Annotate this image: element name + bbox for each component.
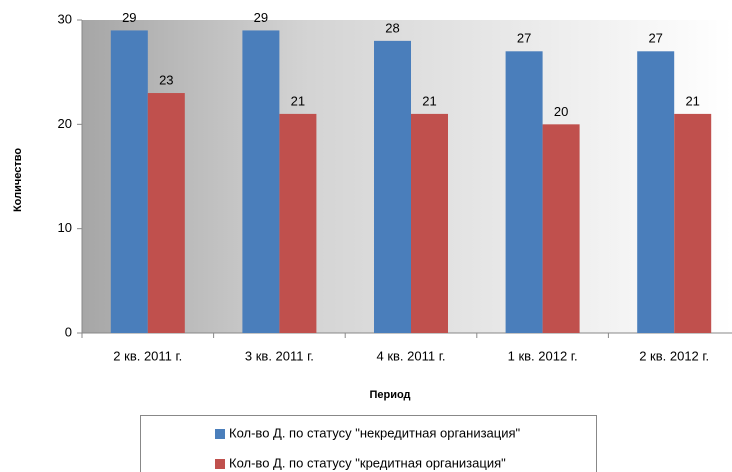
bar	[674, 113, 712, 334]
legend-label: Кол-во Д. по статусу "кредитная организа…	[229, 455, 506, 470]
data-label: 27	[648, 31, 662, 46]
bar	[279, 113, 317, 334]
legend-label: Кол-во Д. по статусу "некредитная органи…	[229, 425, 521, 440]
y-tick-label: 10	[58, 220, 72, 235]
data-label: 27	[517, 31, 531, 46]
data-label: 20	[554, 104, 568, 119]
data-label: 29	[122, 10, 136, 25]
legend-swatch	[215, 459, 225, 469]
data-label: 21	[422, 93, 436, 108]
data-label: 23	[159, 72, 173, 87]
data-label: 28	[385, 20, 399, 35]
bar	[242, 30, 280, 334]
y-tick-label: 0	[65, 324, 72, 339]
bar	[637, 51, 675, 334]
x-tick-label: 2 кв. 2011 г.	[113, 348, 182, 363]
x-tick-label: 2 кв. 2012 г.	[639, 348, 709, 363]
bar	[411, 113, 448, 334]
x-tick-label: 1 кв. 2012 г.	[508, 348, 578, 363]
data-label: 29	[254, 10, 268, 25]
y-tick-label: 30	[58, 11, 72, 26]
bar	[110, 30, 148, 334]
bar	[505, 51, 543, 334]
x-axis-title: Период	[369, 389, 410, 401]
bar	[542, 124, 580, 333]
y-tick-label: 20	[58, 116, 72, 131]
data-label: 21	[685, 93, 699, 108]
x-tick-label: 4 кв. 2011 г.	[377, 348, 446, 363]
bar	[374, 40, 411, 333]
bar	[147, 93, 185, 334]
x-tick-label: 3 кв. 2011 г.	[245, 348, 314, 363]
legend-swatch	[215, 429, 225, 439]
y-axis-title: Количество	[12, 148, 24, 212]
data-label: 21	[291, 93, 305, 108]
